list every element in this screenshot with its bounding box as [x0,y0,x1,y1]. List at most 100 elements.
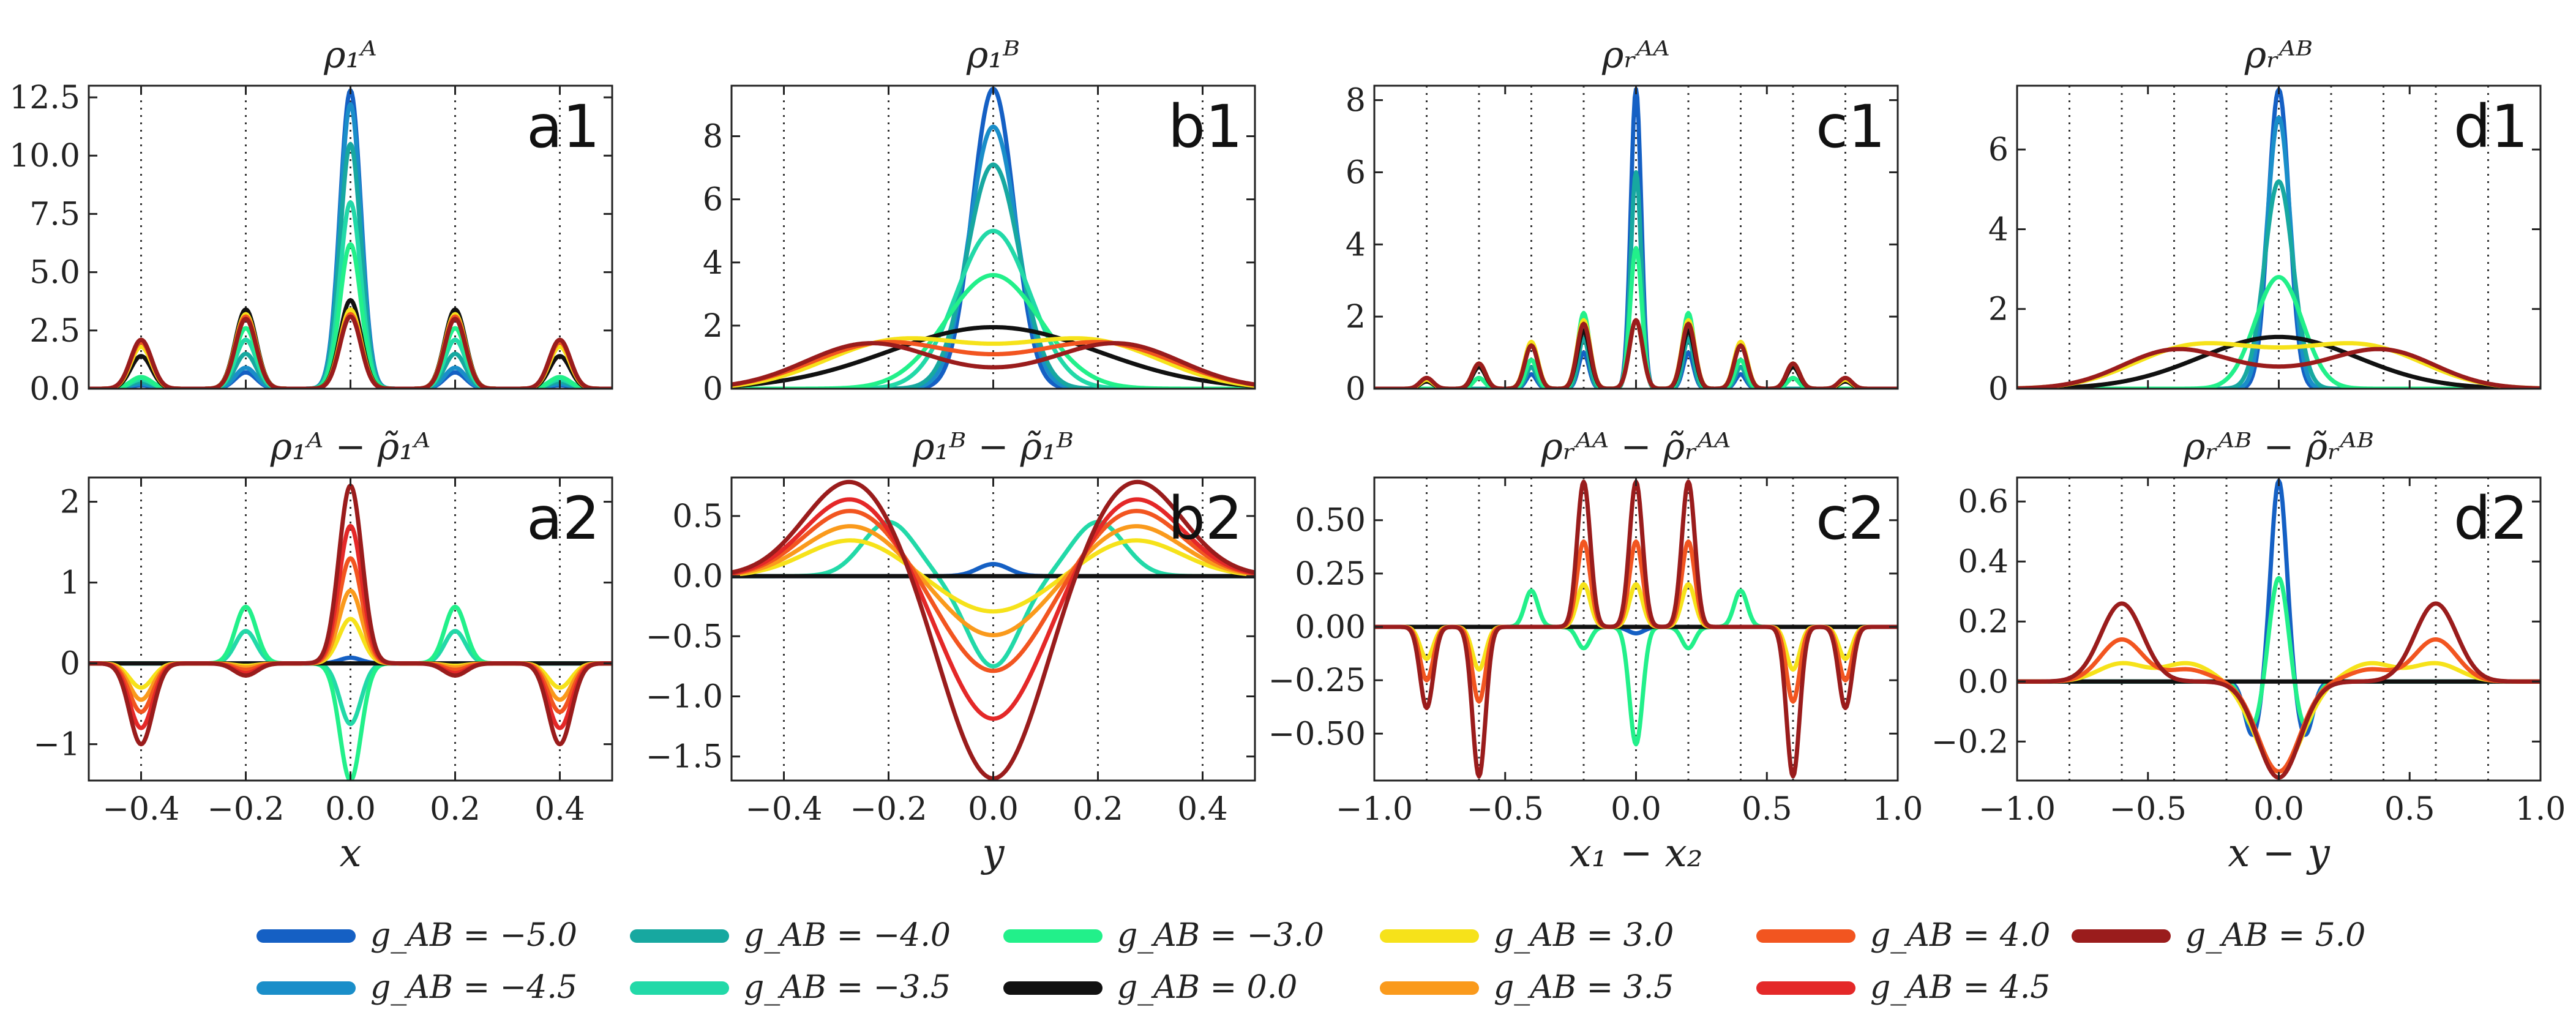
x-tick-label: 0.4 [1177,791,1228,828]
panel-a2: −1 0 1 2 −0.4 −0.2 0.0 0.2 0.4 ρ₁ᴬ − ρ̃₁ᴬ a2 x [33,425,613,876]
x-tick-label: 0.2 [1073,791,1123,828]
legend-label: g_AB = 3.0 [1494,917,1674,954]
series-line-b1-5 [732,324,1255,389]
y-tick-label: 0.50 [1295,503,1366,539]
panel-b2-xlabel: y [980,831,1005,876]
y-tick-label: 2 [1988,291,2009,328]
legend-label: g_AB = −4.0 [744,917,951,954]
y-tick-label: 6 [703,182,723,219]
y-tick-label: −0.25 [1268,662,1366,699]
panel-b2-tag: b2 [1168,484,1243,553]
series-line-b1-8 [732,341,1255,387]
legend-label: g_AB = 4.5 [1870,969,2050,1006]
x-tick-label: 0.0 [325,791,376,828]
legend-entry: g_AB = 3.5 [1380,969,1674,1006]
panel-d2-xlabel: x − y [2228,831,2330,876]
legend-entry: g_AB = 3.0 [1380,917,1674,954]
series-line-c1-1 [1374,170,1898,389]
panel-c2: −0.50 −0.25 0.00 0.25 0.50 −1.0 −0.5 0.0 0.5 1.0 ρ… [1268,425,1923,876]
x-tick-label: −1.0 [1336,791,1413,828]
legend-entry: g_AB = 4.0 [1756,917,2050,954]
series-line-c1-3 [1374,318,1898,389]
y-tick-label: 0.6 [1958,484,2009,520]
series-line-d1-1 [2017,115,2540,389]
x-tick-label: 0.5 [1742,791,1792,828]
series-line-c1-5 [1374,318,1898,389]
panel-d1-tag: d1 [2454,92,2528,161]
panel-c1-title: ρᵣᴬᴬ [1601,34,1670,77]
x-tick-label: −1.0 [1979,791,2056,828]
panel-a2-series [89,483,612,781]
legend-label: g_AB = 5.0 [2185,917,2365,954]
x-tick-label: −0.4 [745,791,822,828]
series-line-a1-8 [89,314,612,389]
legend-label: g_AB = −3.0 [1117,917,1324,954]
panel-grid: 0.02.55.07.510.012.5ρ₁ᴬa102468ρ₁ᴮb102468… [9,34,2566,876]
y-tick-label: 2 [1346,299,1366,335]
panel-c1-tag: c1 [1816,92,1885,161]
panel-a2-title: ρ₁ᴬ − ρ̃₁ᴬ [270,425,431,468]
y-tick-label: 2 [703,308,723,345]
y-tick-label: 8 [703,119,723,155]
x-tick-label: 0.0 [2253,791,2304,828]
y-tick-label: 0.5 [672,498,723,535]
series-line-d1-6 [2017,347,2540,389]
panel-a2-xlabel: x [339,831,361,876]
x-tick-label: −0.5 [1467,791,1544,828]
y-tick-label: −1 [33,727,80,763]
y-tick-label: 6 [1988,132,2009,168]
legend-label: g_AB = 0.0 [1117,969,1297,1006]
series-line-d1-4 [2017,334,2540,389]
panel-d1: 0 2 4 6 ρᵣᴬᴮ d1 [1988,34,2542,408]
legend-label: g_AB = −5.0 [370,917,577,954]
series-line-b2-3 [732,538,1255,614]
y-tick-label: 12.5 [9,80,80,116]
x-tick-label: 1.0 [2515,791,2566,828]
legend-entry: g_AB = −4.0 [630,917,951,954]
panel-b2-series [732,479,1255,781]
panel-d1-title: ρᵣᴬᴮ [2244,34,2313,77]
series-line-a1-3 [89,200,612,389]
y-tick-label: −0.5 [646,618,723,655]
x-tick-label: 0.4 [534,791,585,828]
series-line-b1-7 [732,340,1255,387]
y-tick-label: 2.5 [29,313,80,350]
panel-d2-series [2017,479,2540,780]
x-tick-label: 0.2 [430,791,481,828]
y-tick-label: 7.5 [29,196,80,233]
y-tick-label: 0 [60,646,80,683]
legend-label: g_AB = 3.5 [1494,969,1674,1006]
y-tick-label: 0 [703,371,723,408]
legend-entry: g_AB = −5.0 [256,917,577,954]
panel-a1: 0.0 2.5 5.0 7.5 10.0 12.5 ρ₁ᴬ a1 [9,34,613,408]
legend-label: g_AB = −4.5 [370,969,577,1006]
y-tick-label: 2 [60,484,80,521]
x-tick-label: 1.0 [1873,791,1923,828]
legend-label: g_AB = −3.5 [744,969,951,1006]
panel-c2-tag: c2 [1816,484,1885,553]
y-tick-label: 0.2 [1958,604,2009,640]
y-tick-label: 0.0 [672,558,723,595]
panel-a2-tag: a2 [526,484,600,553]
legend-entry: g_AB = −3.0 [1003,917,1324,954]
y-tick-label: 4 [1346,227,1366,263]
panel-a1-tag: a1 [526,92,600,161]
y-tick-label: 6 [1346,154,1366,191]
x-tick-label: 0.5 [2384,791,2435,828]
series-line-b1-2 [732,162,1255,389]
series-line-d2-5 [2017,601,2540,780]
series-line-a1-2 [89,141,612,389]
series-line-b1-3 [732,228,1255,389]
y-tick-label: 8 [1346,83,1366,119]
legend-entry: g_AB = −3.5 [630,969,951,1006]
y-tick-label: 4 [703,245,723,282]
legend-entry: g_AB = −4.5 [256,969,577,1006]
y-tick-label: 0.0 [29,371,80,408]
y-tick-label: −0.2 [1931,724,2009,760]
series-line-d2-1 [2017,575,2540,727]
y-tick-label: −1.5 [646,739,723,776]
x-tick-label: −0.2 [850,791,927,828]
series-line-d1-3 [2017,275,2540,389]
legend: g_AB = −5.0 g_AB = −4.5 g_AB = −4.0 g_AB = … [256,917,2365,1006]
